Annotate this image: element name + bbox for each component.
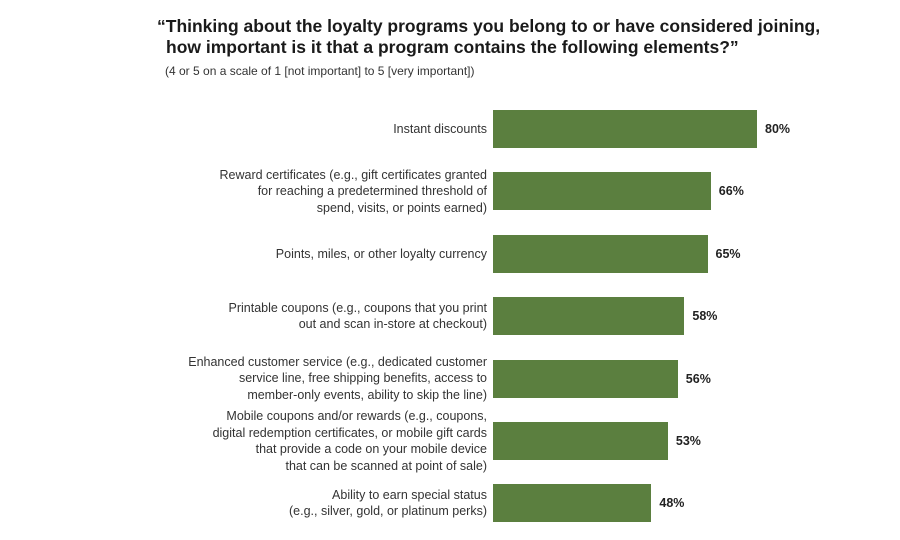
- data-label: 65%: [715, 246, 741, 261]
- category-label-line: that can be scanned at point of sale): [285, 458, 487, 473]
- chart-subtitle: (4 or 5 on a scale of 1 [not important] …: [165, 64, 475, 78]
- bar: [493, 172, 711, 211]
- data-label: 80%: [765, 122, 791, 136]
- category-label-line: for reaching a predetermined threshold o…: [257, 184, 487, 199]
- category-label-line: Printable coupons (e.g., coupons that yo…: [228, 300, 488, 315]
- data-label: 56%: [685, 371, 711, 386]
- bar: [493, 359, 678, 398]
- category-label-line: Reward certificates (e.g., gift certific…: [219, 167, 487, 182]
- category-label: Printable coupons (e.g., coupons that yo…: [147, 300, 488, 333]
- chart-title: “Thinking about the loyalty programs you…: [157, 16, 820, 58]
- category-label-line: Enhanced customer service (e.g., dedicat…: [188, 354, 487, 369]
- bar: [493, 484, 652, 523]
- category-label-line: Mobile coupons and/or rewards (e.g., cou…: [226, 409, 487, 423]
- category-label-line: member-only events, ability to skip the …: [247, 387, 487, 402]
- bar: [493, 110, 757, 148]
- category-label-line: Points, miles, or other loyalty currency: [275, 246, 487, 261]
- bar: [493, 422, 668, 460]
- chart-title-line: “Thinking about the loyalty programs you…: [157, 16, 821, 36]
- category-label-line: out and scan in-store at checkout): [298, 317, 487, 332]
- data-label: 66%: [718, 184, 744, 199]
- category-label-line: that provide a code on your mobile devic…: [255, 442, 487, 456]
- category-label: Instant discounts: [147, 121, 487, 138]
- category-label: Mobile coupons and/or rewards (e.g., cou…: [147, 408, 487, 474]
- category-label-line: digital redemption certificates, or mobi…: [212, 425, 487, 440]
- category-label-line: (e.g., silver, gold, or platinum perks): [289, 504, 487, 519]
- chart-title-line: how important is it that a program conta…: [166, 37, 739, 57]
- category-label: Points, miles, or other loyalty currency: [147, 246, 487, 263]
- data-label: 58%: [692, 309, 718, 324]
- data-label: 53%: [675, 434, 701, 448]
- category-label-line: service line, free shipping benefits, ac…: [238, 371, 487, 386]
- bar: [493, 234, 708, 273]
- category-label-line: spend, visits, or points earned): [316, 200, 487, 215]
- category-label-line: Ability to earn special status: [332, 487, 487, 502]
- category-label: Ability to earn special status (e.g., sil…: [147, 487, 487, 520]
- category-label-line: Instant discounts: [393, 121, 487, 136]
- category-label: Enhanced customer service (e.g., dedicat…: [147, 354, 487, 404]
- category-label: Reward certificates (e.g., gift certific…: [147, 167, 487, 217]
- bar: [493, 297, 685, 336]
- data-label: 48%: [659, 496, 685, 511]
